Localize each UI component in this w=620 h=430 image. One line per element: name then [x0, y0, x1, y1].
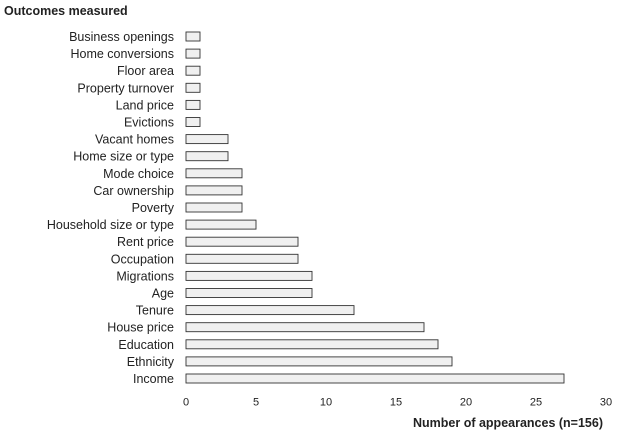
category-label: Mode choice [103, 167, 174, 181]
bar-rent-price [185, 236, 299, 247]
x-tick-label: 10 [320, 397, 332, 409]
bar-tenure [185, 305, 355, 316]
bar-mode-choice [185, 168, 243, 179]
x-tick-label: 25 [530, 397, 542, 409]
x-tick-label: 0 [183, 397, 189, 409]
bar-car-ownership [185, 185, 243, 196]
category-label: Household size or type [47, 218, 174, 232]
bar-poverty [185, 202, 243, 213]
bar-household-size-or-type [185, 219, 257, 230]
bar-floor-area [185, 65, 201, 76]
category-label: House price [107, 321, 174, 335]
category-label: Migrations [116, 269, 174, 283]
bar-occupation [185, 253, 299, 264]
category-label: Ethnicity [127, 355, 175, 369]
category-label: Floor area [117, 64, 174, 78]
category-label: Tenure [136, 304, 174, 318]
x-axis-title: Number of appearances (n=156) [413, 416, 603, 430]
bar-house-price [185, 322, 425, 333]
category-label: Home conversions [70, 47, 174, 61]
category-label: Rent price [117, 235, 174, 249]
category-label: Home size or type [73, 150, 174, 164]
bars-group [185, 31, 565, 384]
bar-home-conversions [185, 48, 201, 59]
category-label: Evictions [124, 116, 174, 130]
x-tick-label: 30 [600, 397, 612, 409]
bar-evictions [185, 117, 201, 127]
category-label: Income [133, 372, 174, 386]
x-tick-label: 20 [460, 397, 472, 409]
bar-ethnicity [185, 356, 453, 367]
category-label: Property turnover [77, 81, 174, 95]
category-label: Poverty [132, 201, 175, 215]
x-tick-label: 15 [390, 397, 402, 409]
x-tick-label: 5 [253, 397, 259, 409]
bar-migrations [185, 270, 313, 281]
bar-education [185, 339, 439, 350]
y-axis-title: Outcomes measured [4, 4, 128, 18]
bar-business-openings [185, 31, 201, 42]
category-label: Education [118, 338, 174, 352]
bar-property-turnover [185, 82, 201, 93]
category-label: Land price [116, 98, 174, 112]
category-label: Occupation [111, 252, 174, 266]
x-tick-labels-group: 0 5 10 15 20 25 30 [183, 397, 612, 409]
bar-age [185, 288, 313, 298]
bar-vacant-homes [185, 134, 229, 145]
category-label: Business openings [69, 30, 174, 44]
bar-home-size-or-type [185, 151, 229, 162]
category-label: Car ownership [93, 184, 174, 198]
category-label: Vacant homes [95, 133, 174, 147]
category-label: Age [152, 287, 174, 301]
bar-income [185, 373, 565, 384]
category-labels-group: Business openings Home conversions Floor a… [47, 30, 175, 386]
bar-land-price [185, 99, 201, 110]
